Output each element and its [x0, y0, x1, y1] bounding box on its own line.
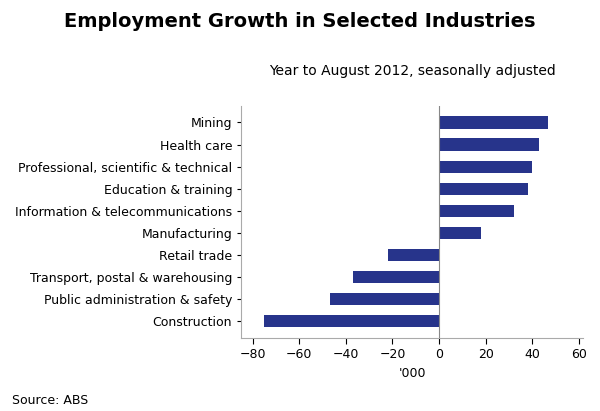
Text: Source: ABS: Source: ABS — [12, 394, 88, 407]
Bar — [439, 139, 539, 150]
Bar — [439, 161, 532, 173]
Bar — [439, 227, 481, 239]
Bar — [353, 271, 439, 283]
X-axis label: '000: '000 — [398, 367, 426, 380]
Bar — [439, 205, 514, 217]
Bar — [439, 116, 548, 129]
Bar — [388, 249, 439, 261]
Bar — [439, 182, 527, 195]
Title: Year to August 2012, seasonally adjusted: Year to August 2012, seasonally adjusted — [269, 64, 556, 79]
Bar — [265, 315, 439, 327]
Bar — [329, 293, 439, 305]
Text: Employment Growth in Selected Industries: Employment Growth in Selected Industries — [64, 12, 536, 31]
